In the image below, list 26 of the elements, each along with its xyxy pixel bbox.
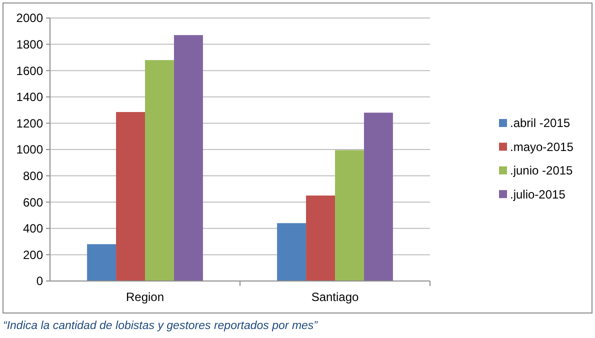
bar [87, 244, 116, 281]
y-tick-label: 1400 [16, 90, 44, 104]
y-tick-label: 200 [22, 248, 44, 262]
bar [174, 35, 203, 281]
legend-label: .julio-2015 [510, 187, 566, 202]
y-tick-label: 0 [36, 274, 44, 288]
x-tick-label: Region [126, 290, 164, 304]
legend-label: .mayo-2015 [510, 140, 574, 154]
bar [277, 223, 306, 281]
x-tick-label: Santiago [311, 290, 360, 304]
legend-label: .abril -2015 [510, 116, 570, 130]
legend-label: .junio -2015 [510, 164, 574, 178]
text: “Indica la cantidad de lobistas y gestores reportados por mes” [3, 320, 319, 332]
y-tick-label: 1000 [16, 142, 44, 157]
bar [335, 150, 364, 281]
bar [145, 60, 174, 281]
y-tick-label: 400 [22, 222, 44, 236]
bar [306, 196, 335, 281]
bar [364, 112, 393, 281]
y-tick-label: 2000 [16, 11, 44, 26]
bar [116, 112, 145, 281]
y-tick-label: 800 [22, 169, 44, 183]
y-tick-label: 1200 [16, 116, 44, 130]
y-tick-label: 1600 [16, 64, 44, 78]
y-tick-label: 600 [22, 195, 44, 210]
y-tick-label: 1800 [16, 38, 44, 52]
